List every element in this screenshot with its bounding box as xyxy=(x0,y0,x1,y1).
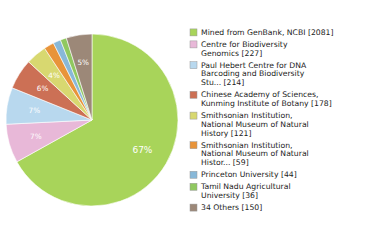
legend-label: Smithsonian Institution,National Museum … xyxy=(201,141,309,168)
legend-label-line: History [121] xyxy=(201,129,251,138)
legend-item: Paul Hebert Centre for DNABarcoding and … xyxy=(190,61,307,88)
legend-label-line: Princeton University [44] xyxy=(201,170,297,179)
legend-label: Smithsonian Institution,National Museum … xyxy=(201,111,309,138)
legend-item: Smithsonian Institution,National Museum … xyxy=(190,141,309,168)
legend-label: Tamil Nadu AgriculturalUniversity [36] xyxy=(200,182,291,200)
legend-item: Mined from GenBank, NCBI [2081] xyxy=(190,28,333,37)
slice-labels: 67% 7% 7% 6% 4% 5% xyxy=(29,58,153,155)
legend-swatch xyxy=(190,29,197,36)
slice-label: 5% xyxy=(77,58,89,67)
legend-swatch xyxy=(190,112,197,119)
legend-swatch xyxy=(190,204,197,211)
chart: 67% 7% 7% 6% 4% 5% Mined from GenBank, NCBI [2… xyxy=(0,0,380,240)
legend-label-line: Smithsonian Institution, xyxy=(201,111,292,120)
slice-label: 7% xyxy=(30,132,42,141)
legend-label-line: Kunming Institute of Botany [178] xyxy=(201,99,332,108)
pie-slice xyxy=(66,34,92,120)
legend-swatch xyxy=(190,183,197,190)
legend-item: Tamil Nadu AgriculturalUniversity [36] xyxy=(190,182,291,200)
legend-label-line: University [36] xyxy=(201,191,258,200)
legend-label: 34 Others [150] xyxy=(201,203,262,212)
legend-label: Paul Hebert Centre for DNABarcoding and … xyxy=(201,61,307,88)
legend-item: Princeton University [44] xyxy=(190,170,297,179)
legend-label-line: Centre for Biodiversity xyxy=(201,40,288,49)
legend-label-line: Genomics [227] xyxy=(201,49,262,58)
legend: Mined from GenBank, NCBI [2081] Centre fo… xyxy=(190,28,333,212)
slice-label: 4% xyxy=(48,71,60,80)
legend-label-line: Stu... [214] xyxy=(201,78,244,87)
legend-swatch xyxy=(190,41,197,48)
legend-swatch xyxy=(190,171,197,178)
legend-item: Chinese Academy of Sciences,Kunming Inst… xyxy=(190,90,332,108)
legend-label-line: Smithsonian Institution, xyxy=(201,141,292,150)
legend-swatch xyxy=(190,91,197,98)
legend-item: 34 Others [150] xyxy=(190,203,262,212)
legend-label: Centre for BiodiversityGenomics [227] xyxy=(201,40,288,58)
slice-label: 6% xyxy=(37,84,49,93)
legend-label: Chinese Academy of Sciences,Kunming Inst… xyxy=(201,90,332,108)
legend-item: Centre for BiodiversityGenomics [227] xyxy=(190,40,288,58)
legend-label-line: Paul Hebert Centre for DNA xyxy=(201,61,307,70)
slice-label: 67% xyxy=(132,145,152,155)
legend-swatch xyxy=(190,142,197,149)
legend-swatch xyxy=(190,62,197,69)
legend-label-line: Chinese Academy of Sciences, xyxy=(201,90,318,99)
legend-label-line: 34 Others [150] xyxy=(201,203,262,212)
pie-slice xyxy=(6,120,92,162)
legend-label-line: Histor... [59] xyxy=(201,158,249,167)
pie xyxy=(6,34,178,206)
legend-label-line: Mined from GenBank, NCBI [2081] xyxy=(201,28,333,37)
legend-label-line: Tamil Nadu Agricultural xyxy=(200,182,291,191)
legend-item: Smithsonian Institution,National Museum … xyxy=(190,111,309,138)
legend-label-line: Barcoding and Biodiversity xyxy=(201,69,305,78)
legend-label: Princeton University [44] xyxy=(201,170,297,179)
legend-label-line: National Museum of Natural xyxy=(201,149,309,158)
legend-label-line: National Museum of Natural xyxy=(201,120,309,129)
legend-label: Mined from GenBank, NCBI [2081] xyxy=(201,28,333,37)
slice-label: 7% xyxy=(29,106,41,115)
